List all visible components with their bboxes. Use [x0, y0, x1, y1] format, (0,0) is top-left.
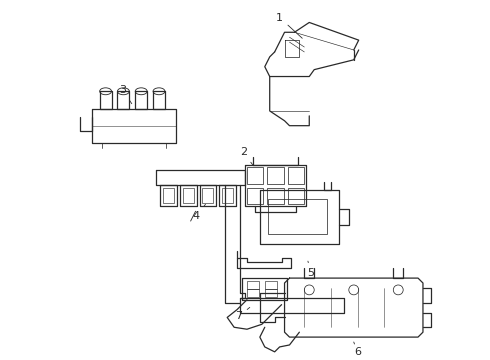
Bar [163, 188, 174, 203]
Bar [268, 167, 284, 184]
Bar [183, 188, 194, 203]
Bar [222, 188, 233, 203]
Bar [247, 188, 264, 204]
Bar [268, 188, 284, 204]
Bar [247, 281, 259, 289]
Bar [202, 188, 213, 203]
Bar [265, 281, 277, 289]
Text: 7: 7 [235, 307, 250, 321]
Bar [288, 167, 304, 184]
Bar [288, 188, 304, 204]
Text: 6: 6 [354, 342, 361, 357]
Bar [265, 289, 277, 297]
Text: 5: 5 [307, 261, 314, 278]
Bar [268, 199, 327, 234]
Text: 2: 2 [240, 147, 253, 166]
Bar [247, 167, 264, 184]
Text: 4: 4 [193, 204, 205, 221]
Text: 1: 1 [276, 13, 302, 38]
Text: 3: 3 [120, 85, 132, 104]
Bar [247, 289, 259, 297]
